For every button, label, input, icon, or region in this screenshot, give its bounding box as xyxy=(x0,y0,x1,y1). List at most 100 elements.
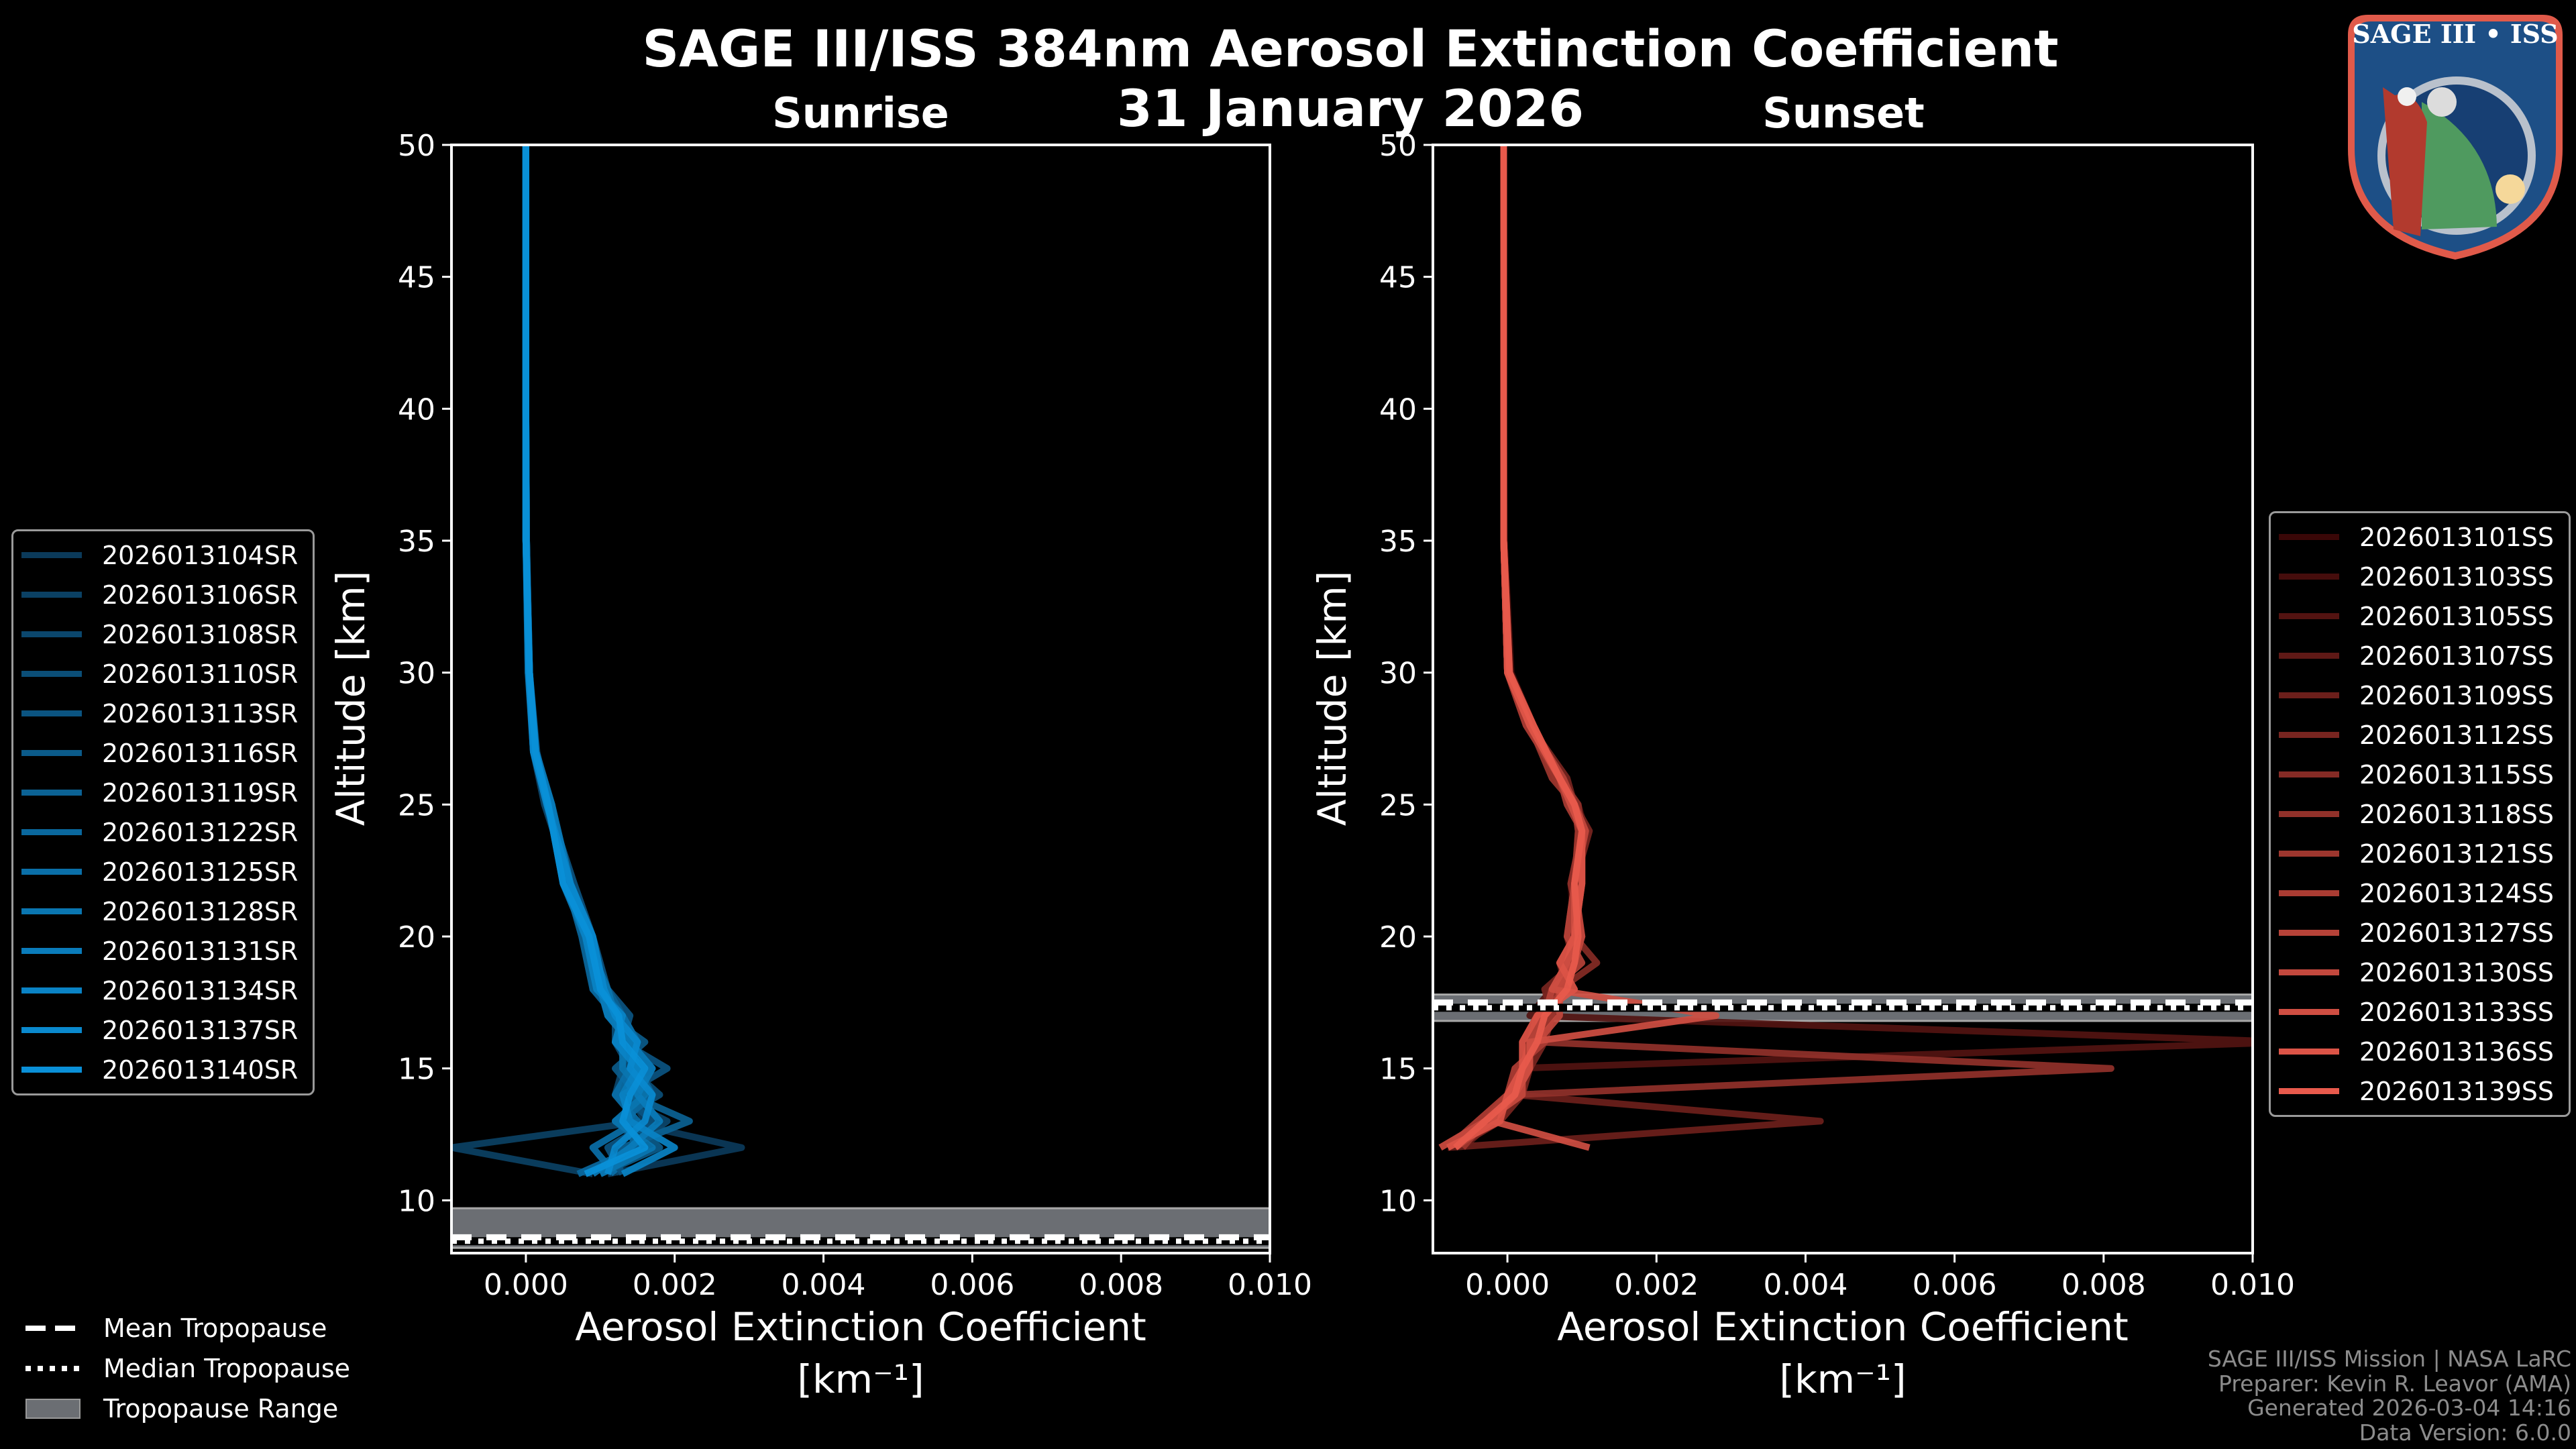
x-tick-label: 0.010 xyxy=(2210,1268,2295,1302)
legend-label: 2026013139SS xyxy=(2359,1076,2555,1106)
legend-label: 2026013128SR xyxy=(102,896,299,926)
chart-date: 31 January 2026 xyxy=(1116,78,1585,138)
dotted-line-icon xyxy=(25,1358,80,1379)
legend-entry: 2026013121SS xyxy=(2271,834,2569,873)
profile-line-2026013140SR xyxy=(522,145,649,1177)
y-axis-label: Altitude [km] xyxy=(328,571,374,826)
legend-label: 2026013133SS xyxy=(2359,997,2555,1027)
legend-label: 2026013119SR xyxy=(102,777,299,808)
legend-entry: 2026013124SS xyxy=(2271,873,2569,913)
legend-entry: 2026013103SS xyxy=(2271,557,2569,596)
x-tick-label: 0.008 xyxy=(1079,1268,1163,1302)
legend-entry: 2026013133SS xyxy=(2271,992,2569,1032)
legend-entry: 2026013106SR xyxy=(13,575,313,614)
x-tick-label: 0.002 xyxy=(1614,1268,1699,1302)
legend-label: 2026013122SR xyxy=(102,817,299,847)
y-tick-label: 45 xyxy=(1379,261,1417,295)
x-tick-label: 0.010 xyxy=(1228,1268,1312,1302)
legend-line-icon xyxy=(21,671,82,677)
legend-line-icon xyxy=(2279,771,2339,777)
profile-line-2026013128SR xyxy=(522,145,656,1177)
y-tick-label: 10 xyxy=(398,1184,435,1218)
x-tick-label: 0.008 xyxy=(2061,1268,2146,1302)
sunrise-legend: 2026013104SR 2026013106SR 2026013108SR 2026… xyxy=(11,529,315,1095)
legend-label: 2026013103SS xyxy=(2359,561,2555,592)
legend-label: 2026013116SR xyxy=(102,738,299,768)
legend-label: 2026013101SS xyxy=(2359,522,2555,552)
legend-line-icon xyxy=(21,869,82,875)
legend-label: 2026013137SR xyxy=(102,1015,299,1045)
y-tick-label: 20 xyxy=(1379,920,1417,955)
footer-credits: SAGE III/ISS Mission | NASA LaRC Prepare… xyxy=(2208,1346,2571,1446)
legend-label: 2026013105SS xyxy=(2359,601,2555,631)
legend-line-icon xyxy=(21,552,82,558)
footer-preparer: Preparer: Kevin R. Leavor (AMA) xyxy=(2218,1370,2571,1397)
panel-title: Sunrise xyxy=(772,89,949,138)
legend-entry: 2026013131SR xyxy=(13,931,313,971)
legend-entry: 2026013128SR xyxy=(13,892,313,931)
logo-title: SAGE III • ISS xyxy=(2352,19,2558,49)
dashed-line-icon xyxy=(25,1318,80,1338)
sage-mission-logo: SAGE III • ISS xyxy=(2348,15,2563,260)
y-tick-label: 30 xyxy=(398,657,435,691)
tropopause-legend: Mean Tropopause Median Tropopause Tropop… xyxy=(25,1308,350,1429)
footer-version: Data Version: 6.0.0 xyxy=(2359,1419,2571,1446)
legend-entry: 2026013108SR xyxy=(13,614,313,654)
profile-line-2026013122SR xyxy=(522,145,656,1177)
legend-entry: 2026013127SS xyxy=(2271,913,2569,953)
legend-line-icon xyxy=(2279,534,2339,540)
sunrise-panel: 0.000 0.002 0.004 0.006 0.008 0.010 10 15 20 25 30… xyxy=(328,89,1312,1402)
y-tick-label: 15 xyxy=(1379,1053,1417,1087)
profile-line-2026013139SS xyxy=(1452,145,1586,1150)
panel-title: Sunset xyxy=(1762,89,1925,138)
legend-line-icon xyxy=(21,592,82,598)
legend-entry: 2026013122SR xyxy=(13,812,313,852)
legend-line-icon xyxy=(21,987,82,994)
legend-label: 2026013104SR xyxy=(102,540,299,570)
profile-line-2026013137SR xyxy=(522,145,656,1175)
legend-label: 2026013125SR xyxy=(102,857,299,887)
legend-line-icon xyxy=(2279,930,2339,936)
legend-entry: 2026013134SR xyxy=(13,971,313,1010)
y-tick-label: 20 xyxy=(398,920,435,955)
legend-entry: 2026013116SR xyxy=(13,733,313,773)
legend-entry: 2026013136SS xyxy=(2271,1032,2569,1071)
profile-line-2026013116SR xyxy=(522,145,663,1177)
y-tick-label: 35 xyxy=(398,525,435,559)
legend-median-tropopause: Median Tropopause xyxy=(25,1348,350,1389)
legend-entry: 2026013113SR xyxy=(13,694,313,733)
sunset-panel: 0.000 0.002 0.004 0.006 0.008 0.010 10 15 20 25 30… xyxy=(1309,89,2295,1402)
legend-entry: 2026013125SR xyxy=(13,852,313,892)
legend-line-icon xyxy=(21,631,82,637)
legend-entry: 2026013107SS xyxy=(2271,636,2569,676)
profile-line-2026013108SR xyxy=(522,145,671,1176)
axes-frame xyxy=(450,144,1271,1254)
legend-entry: 2026013109SS xyxy=(2271,676,2569,715)
legend-entry: 2026013140SR xyxy=(13,1050,313,1089)
x-tick-label: 0.002 xyxy=(633,1268,717,1302)
profile-line-2026013110SR xyxy=(522,145,663,1177)
legend-mean-label: Mean Tropopause xyxy=(103,1313,327,1343)
y-tick-label: 50 xyxy=(1379,129,1417,163)
y-tick-label: 40 xyxy=(1379,392,1417,427)
y-tick-label: 40 xyxy=(398,392,435,427)
legend-label: 2026013115SS xyxy=(2359,759,2555,790)
x-tick-label: 0.000 xyxy=(484,1268,568,1302)
legend-line-icon xyxy=(2279,732,2339,738)
legend-entry: 2026013115SS xyxy=(2271,755,2569,794)
legend-line-icon xyxy=(21,790,82,796)
y-tick-label: 25 xyxy=(1379,788,1417,822)
footer-generated: Generated 2026-03-04 14:16 xyxy=(2247,1395,2571,1421)
legend-entry: 2026013130SS xyxy=(2271,953,2569,992)
y-tick-label: 25 xyxy=(398,788,435,822)
legend-label: 2026013118SS xyxy=(2359,799,2555,829)
y-tick-label: 45 xyxy=(398,261,435,295)
legend-label: 2026013127SS xyxy=(2359,918,2555,948)
legend-label: 2026013106SR xyxy=(102,580,299,610)
legend-entry: 2026013105SS xyxy=(2271,596,2569,636)
x-tick-label: 0.006 xyxy=(930,1268,1014,1302)
y-tick-label: 15 xyxy=(398,1053,435,1087)
range-swatch-icon xyxy=(25,1399,80,1419)
legend-entry: 2026013137SR xyxy=(13,1010,313,1050)
